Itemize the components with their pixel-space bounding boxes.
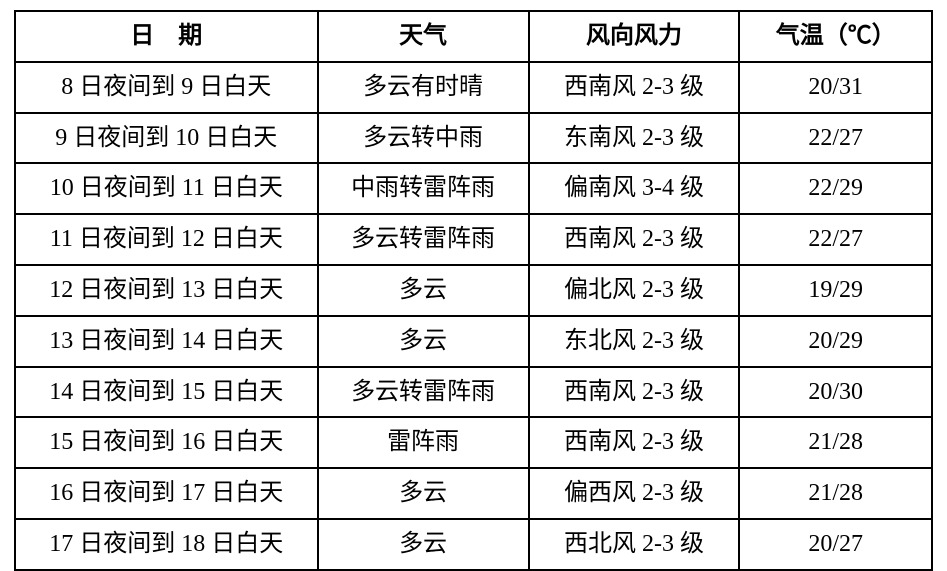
- cell-date: 10 日夜间到 11 日白天: [15, 163, 318, 214]
- table-row: 9 日夜间到 10 日白天 多云转中雨 东南风 2-3 级 22/27: [15, 113, 932, 164]
- cell-temp: 21/28: [739, 468, 932, 519]
- cell-weather: 多云: [318, 265, 529, 316]
- cell-weather: 雷阵雨: [318, 417, 529, 468]
- cell-temp: 20/30: [739, 367, 932, 418]
- cell-weather: 多云有时晴: [318, 62, 529, 113]
- cell-weather: 多云: [318, 519, 529, 570]
- table-row: 13 日夜间到 14 日白天 多云 东北风 2-3 级 20/29: [15, 316, 932, 367]
- table-row: 16 日夜间到 17 日白天 多云 偏西风 2-3 级 21/28: [15, 468, 932, 519]
- cell-temp: 22/27: [739, 214, 932, 265]
- cell-date: 12 日夜间到 13 日白天: [15, 265, 318, 316]
- table-row: 12 日夜间到 13 日白天 多云 偏北风 2-3 级 19/29: [15, 265, 932, 316]
- cell-wind: 偏北风 2-3 级: [529, 265, 740, 316]
- cell-wind: 西南风 2-3 级: [529, 367, 740, 418]
- cell-temp: 20/29: [739, 316, 932, 367]
- cell-temp: 21/28: [739, 417, 932, 468]
- cell-wind: 西南风 2-3 级: [529, 417, 740, 468]
- table-header-row: 日 期 天气 风向风力 气温（℃）: [15, 11, 932, 62]
- cell-date: 13 日夜间到 14 日白天: [15, 316, 318, 367]
- cell-temp: 20/31: [739, 62, 932, 113]
- cell-date: 16 日夜间到 17 日白天: [15, 468, 318, 519]
- cell-wind: 东北风 2-3 级: [529, 316, 740, 367]
- cell-temp: 20/27: [739, 519, 932, 570]
- cell-wind: 偏西风 2-3 级: [529, 468, 740, 519]
- cell-wind: 偏南风 3-4 级: [529, 163, 740, 214]
- cell-weather: 多云转雷阵雨: [318, 214, 529, 265]
- table-row: 14 日夜间到 15 日白天 多云转雷阵雨 西南风 2-3 级 20/30: [15, 367, 932, 418]
- table-row: 15 日夜间到 16 日白天 雷阵雨 西南风 2-3 级 21/28: [15, 417, 932, 468]
- cell-weather: 中雨转雷阵雨: [318, 163, 529, 214]
- cell-wind: 西南风 2-3 级: [529, 62, 740, 113]
- col-header-weather: 天气: [318, 11, 529, 62]
- cell-date: 9 日夜间到 10 日白天: [15, 113, 318, 164]
- cell-wind: 东南风 2-3 级: [529, 113, 740, 164]
- cell-weather: 多云转中雨: [318, 113, 529, 164]
- cell-weather: 多云: [318, 316, 529, 367]
- table-row: 11 日夜间到 12 日白天 多云转雷阵雨 西南风 2-3 级 22/27: [15, 214, 932, 265]
- table-body: 8 日夜间到 9 日白天 多云有时晴 西南风 2-3 级 20/31 9 日夜间…: [15, 62, 932, 570]
- table-row: 8 日夜间到 9 日白天 多云有时晴 西南风 2-3 级 20/31: [15, 62, 932, 113]
- cell-temp: 22/27: [739, 113, 932, 164]
- cell-date: 15 日夜间到 16 日白天: [15, 417, 318, 468]
- table-row: 17 日夜间到 18 日白天 多云 西北风 2-3 级 20/27: [15, 519, 932, 570]
- cell-date: 17 日夜间到 18 日白天: [15, 519, 318, 570]
- cell-weather: 多云转雷阵雨: [318, 367, 529, 418]
- cell-date: 8 日夜间到 9 日白天: [15, 62, 318, 113]
- cell-date: 14 日夜间到 15 日白天: [15, 367, 318, 418]
- col-header-date: 日 期: [15, 11, 318, 62]
- table-row: 10 日夜间到 11 日白天 中雨转雷阵雨 偏南风 3-4 级 22/29: [15, 163, 932, 214]
- weather-forecast-table: 日 期 天气 风向风力 气温（℃） 8 日夜间到 9 日白天 多云有时晴 西南风…: [14, 10, 933, 571]
- col-header-temp: 气温（℃）: [739, 11, 932, 62]
- col-header-wind: 风向风力: [529, 11, 740, 62]
- cell-weather: 多云: [318, 468, 529, 519]
- cell-wind: 西北风 2-3 级: [529, 519, 740, 570]
- cell-date: 11 日夜间到 12 日白天: [15, 214, 318, 265]
- cell-temp: 22/29: [739, 163, 932, 214]
- cell-wind: 西南风 2-3 级: [529, 214, 740, 265]
- cell-temp: 19/29: [739, 265, 932, 316]
